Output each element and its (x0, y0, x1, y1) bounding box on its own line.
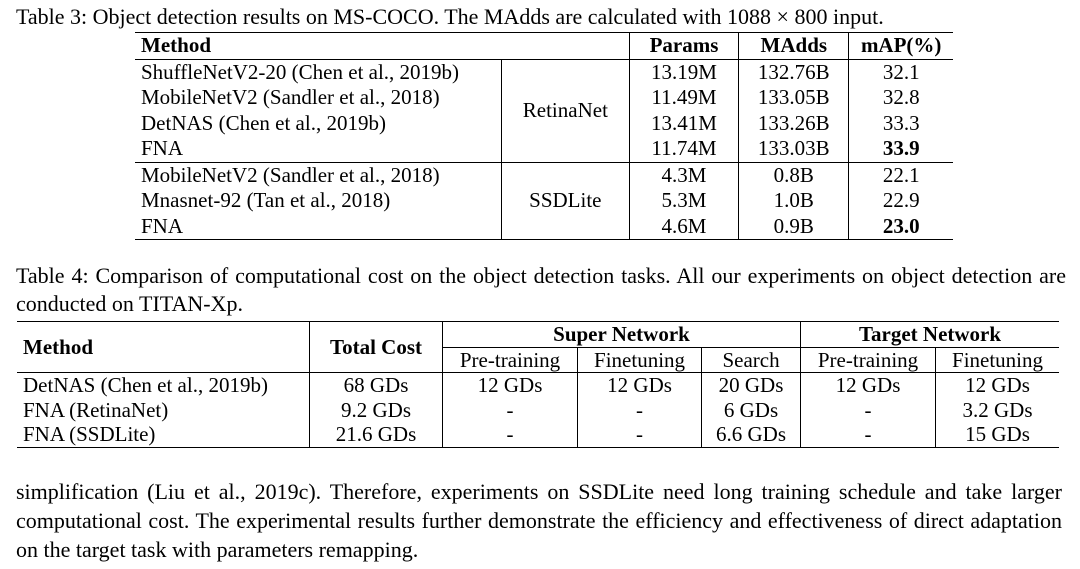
table3-cell-method: FNA (135, 213, 502, 240)
table3-detector-ssdlite: SSDLite (500, 162, 630, 240)
table3-cell-params: 13.19M (628, 59, 739, 85)
table4-header-search: Search (701, 347, 801, 373)
table3-cell-method: FNA (135, 136, 502, 163)
table4-cell-sn-fine: - (577, 422, 702, 448)
table3-cell-method: DetNAS (Chen et al., 2019b) (141, 110, 386, 135)
table4-cell-search: 6 GDs (701, 397, 801, 422)
table4-cell-method: FNA (RetinaNet) (23, 397, 169, 422)
table4-cell-sn-pre: - (441, 422, 578, 448)
table3-cell-madds: 1.0B (738, 188, 849, 214)
table3-detector-retinanet: RetinaNet (500, 59, 630, 163)
table-row: MobileNetV2 (Sandler et al., 2018) SSDLi… (135, 162, 953, 240)
table3-cell-method: MobileNetV2 (Sandler et al., 2018) (141, 85, 440, 109)
table4-header-total-cost: Total Cost (309, 321, 443, 373)
table3-cell-madds: 0.9B (738, 213, 849, 240)
table3-caption: Table 3: Object detection results on MS-… (16, 4, 884, 29)
table3-cell-params: 4.6M (628, 213, 739, 240)
table-row: MobileNetV2 (Sandler et al., 2018) 11.49… (135, 85, 953, 111)
table3-cell-map: 32.8 (848, 85, 953, 111)
table4-header-row-sub: Pre-training Finetuning Search Pre-train… (17, 347, 1059, 373)
table4-header-row-top: Method Total Cost Super Network Target N… (17, 321, 1059, 373)
table3-cell-madds: 133.03B (738, 136, 849, 163)
table3-header-madds: MAdds (738, 32, 849, 60)
table4-cell-tn-fine: 15 GDs (935, 422, 1059, 448)
table4-cell-tn-fine: 3.2 GDs (935, 397, 1059, 422)
table4-cell-total: 21.6 GDs (309, 422, 443, 448)
table3-cell-map: 22.1 (848, 162, 953, 188)
table4-cell-tn-fine: 12 GDs (935, 372, 1059, 398)
table3-cell-map: 23.0 (848, 213, 953, 240)
table4-header-sn-finetuning: Finetuning (577, 347, 702, 373)
table4-cell-search: 6.6 GDs (701, 422, 801, 448)
table3-header-row: Method Params MAdds mAP(%) (135, 32, 953, 60)
table3-cell-madds: 133.05B (738, 85, 849, 111)
table-row: DetNAS (Chen et al., 2019b) 68 GDs 12 GD… (17, 372, 1059, 398)
body-paragraph: simplification (Liu et al., 2019c). Ther… (16, 479, 1062, 562)
table3-header-params: Params (628, 32, 739, 60)
table4-cell-sn-fine: 12 GDs (577, 372, 702, 398)
table4-cell-tn-pre: 12 GDs (799, 372, 936, 398)
table-row: ShuffleNetV2-20 (Chen et al., 2019b) Ret… (135, 59, 953, 163)
table3-cell-params: 11.49M (628, 85, 739, 111)
table4-cell-sn-pre: - (441, 397, 578, 422)
table3-header-detector (501, 32, 630, 60)
table3-cell-map: 33.9 (848, 136, 953, 163)
table4-cell-tn-pre: - (799, 397, 936, 422)
table4-cell-tn-pre: - (799, 422, 936, 448)
table-row: FNA 11.74M 133.03B 33.9 (135, 136, 953, 163)
table-row: FNA (RetinaNet) 9.2 GDs - - 6 GDs - 3.2 … (17, 397, 1059, 422)
table3: Method Params MAdds mAP(%) ShuffleNetV2-… (135, 32, 953, 240)
table3-cell-params: 13.41M (628, 110, 739, 136)
table4-header-tn-pretraining: Pre-training (799, 347, 936, 373)
table3-cell-params: 4.3M (628, 162, 739, 188)
table4: Method Total Cost Super Network Target N… (17, 321, 1059, 448)
table-row: DetNAS (Chen et al., 2019b) 13.41M 133.2… (135, 110, 953, 136)
table3-cell-madds: 0.8B (738, 162, 849, 188)
table4-cell-search: 20 GDs (701, 372, 801, 398)
table3-header-method: Method (135, 32, 502, 60)
table3-cell-map: 33.3 (848, 110, 953, 136)
table3-cell-madds: 133.26B (738, 110, 849, 136)
table4-cell-total: 68 GDs (309, 372, 443, 398)
table3-header-map: mAP(%) (848, 32, 953, 60)
table3-cell-method: Mnasnet-92 (Tan et al., 2018) (141, 188, 391, 212)
table4-cell-sn-pre: 12 GDs (441, 372, 578, 398)
table4-header-sn-pretraining: Pre-training (441, 347, 578, 373)
table-row: FNA 4.6M 0.9B 23.0 (135, 213, 953, 240)
table3-cell-map: 32.1 (848, 59, 953, 85)
table4-cell-method: DetNAS (Chen et al., 2019b) (23, 373, 268, 397)
table4-header-target-network: Target Network (800, 321, 1059, 348)
table4-cell-total: 9.2 GDs (309, 397, 443, 422)
table4-cell-sn-fine: - (577, 397, 702, 422)
table-row: Mnasnet-92 (Tan et al., 2018) 5.3M 1.0B … (135, 188, 953, 214)
table3-cell-method: ShuffleNetV2-20 (Chen et al., 2019b) (141, 59, 460, 84)
table3-cell-map: 22.9 (848, 188, 953, 214)
table3-cell-params: 5.3M (628, 188, 739, 214)
table4-caption: Table 4: Comparison of computational cos… (16, 263, 1066, 316)
table3-cell-params: 11.74M (628, 136, 739, 163)
table-row: FNA (SSDLite) 21.6 GDs - - 6.6 GDs - 15 … (17, 422, 1059, 448)
table4-header-method: Method (17, 321, 310, 373)
table4-header-super-network: Super Network (442, 321, 801, 348)
table3-cell-madds: 132.76B (738, 59, 849, 85)
table4-header-tn-finetuning: Finetuning (935, 347, 1059, 373)
table3-cell-method: MobileNetV2 (Sandler et al., 2018) (141, 162, 440, 187)
table4-cell-method: FNA (SSDLite) (17, 422, 310, 448)
